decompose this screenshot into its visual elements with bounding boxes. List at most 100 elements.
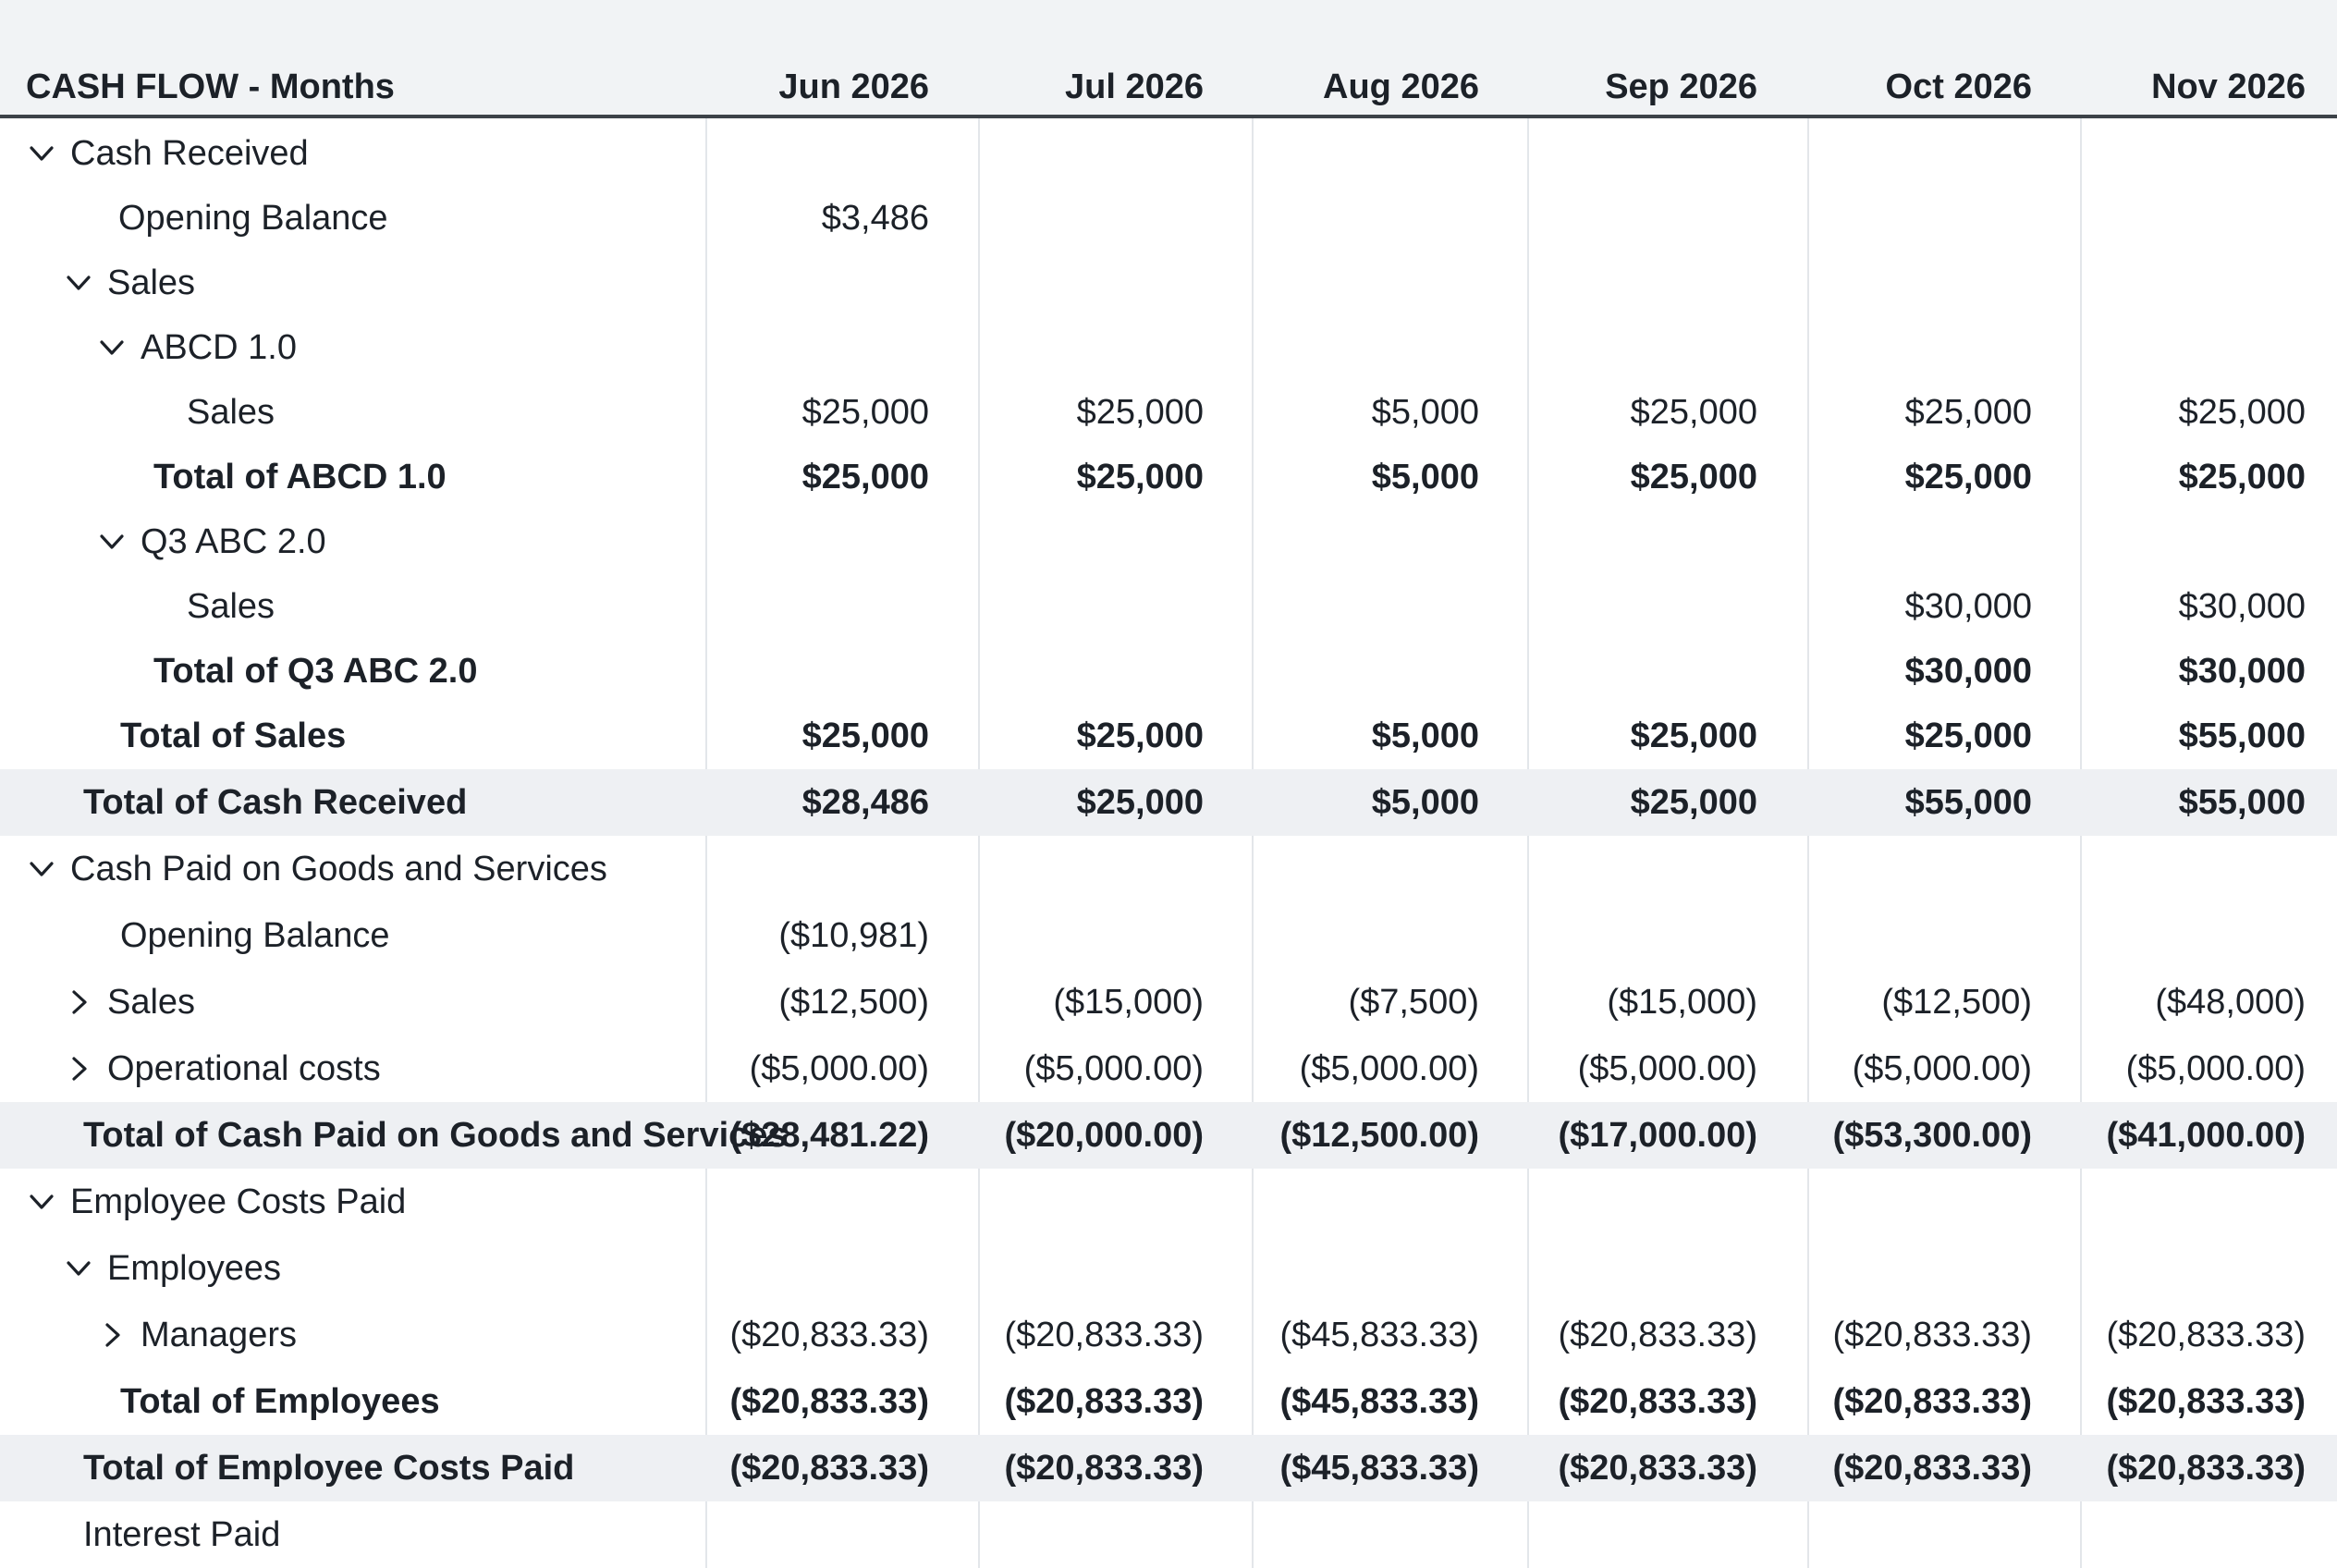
row-label: Opening Balance — [118, 185, 388, 251]
cell-aug-2026[interactable]: ($12,500.00) — [1279, 1116, 1480, 1155]
cell-nov-2026[interactable]: $25,000 — [2178, 393, 2306, 432]
row-label[interactable]: Sales — [63, 250, 195, 316]
cell-sep-2026[interactable]: ($20,833.33) — [1558, 1449, 1758, 1488]
cell-oct-2026[interactable]: ($53,300.00) — [1832, 1116, 2033, 1155]
cell-nov-2026[interactable]: ($20,833.33) — [2106, 1382, 2306, 1421]
cell-jul-2026[interactable]: ($20,000.00) — [1004, 1116, 1205, 1155]
table-row-sales: Sales — [0, 250, 2337, 316]
chevron-right-icon[interactable] — [63, 986, 94, 1018]
row-label[interactable]: Employee Costs Paid — [26, 1169, 406, 1235]
row-label[interactable]: Employees — [63, 1235, 281, 1302]
chevron-down-icon[interactable] — [96, 332, 128, 363]
cell-oct-2026[interactable]: ($12,500) — [1881, 983, 2032, 1022]
cell-aug-2026[interactable]: ($45,833.33) — [1279, 1316, 1480, 1354]
row-label[interactable]: Managers — [96, 1302, 297, 1368]
cell-nov-2026[interactable]: $25,000 — [2178, 458, 2306, 496]
chevron-right-icon[interactable] — [63, 1053, 94, 1084]
row-label-text: Opening Balance — [118, 199, 388, 238]
cell-jul-2026[interactable]: ($20,833.33) — [1004, 1316, 1205, 1354]
row-label-text: Q3 ABC 2.0 — [141, 522, 326, 561]
cell-oct-2026[interactable]: $25,000 — [1904, 717, 2032, 755]
cell-jul-2026[interactable]: $25,000 — [1076, 783, 1204, 822]
cell-aug-2026[interactable]: $5,000 — [1371, 717, 1479, 755]
column-header-sep-2026[interactable]: Sep 2026 — [1605, 67, 1757, 106]
column-header-jun-2026[interactable]: Jun 2026 — [778, 67, 929, 106]
column-header-jul-2026[interactable]: Jul 2026 — [1065, 67, 1204, 106]
cell-nov-2026[interactable]: $55,000 — [2178, 783, 2306, 822]
chevron-down-icon[interactable] — [63, 267, 94, 299]
cell-jul-2026[interactable]: ($20,833.33) — [1004, 1449, 1205, 1488]
cell-nov-2026[interactable]: $55,000 — [2178, 717, 2306, 755]
cell-jul-2026[interactable]: ($5,000.00) — [1023, 1049, 1204, 1088]
cell-sep-2026[interactable]: $25,000 — [1630, 717, 1757, 755]
cell-jul-2026[interactable]: ($20,833.33) — [1004, 1382, 1205, 1421]
cell-sep-2026[interactable]: $25,000 — [1630, 458, 1757, 496]
chevron-right-icon[interactable] — [96, 1319, 128, 1351]
cell-jun-2026[interactable]: ($20,833.33) — [729, 1382, 930, 1421]
column-header-aug-2026[interactable]: Aug 2026 — [1323, 67, 1479, 106]
cell-jun-2026[interactable]: $3,486 — [821, 199, 929, 238]
cell-aug-2026[interactable]: ($45,833.33) — [1279, 1382, 1480, 1421]
cell-sep-2026[interactable]: ($15,000) — [1607, 983, 1757, 1022]
cell-jul-2026[interactable]: $25,000 — [1076, 458, 1204, 496]
row-label[interactable]: Operational costs — [63, 1035, 381, 1102]
table-row-cash-received: Cash Received — [0, 120, 2337, 187]
cell-jun-2026[interactable]: $25,000 — [801, 458, 929, 496]
row-label: Total of Q3 ABC 2.0 — [153, 638, 477, 704]
cell-sep-2026[interactable]: $25,000 — [1630, 393, 1757, 432]
cell-oct-2026[interactable]: $25,000 — [1904, 393, 2032, 432]
row-label[interactable]: Sales — [63, 969, 195, 1035]
cell-jun-2026[interactable]: ($5,000.00) — [749, 1049, 929, 1088]
cell-aug-2026[interactable]: $5,000 — [1371, 393, 1479, 432]
cell-nov-2026[interactable]: ($20,833.33) — [2106, 1449, 2306, 1488]
cell-oct-2026[interactable]: $30,000 — [1904, 587, 2032, 626]
cell-sep-2026[interactable]: ($17,000.00) — [1558, 1116, 1758, 1155]
row-label[interactable]: ABCD 1.0 — [96, 314, 297, 381]
cell-jun-2026[interactable]: ($20,833.33) — [729, 1449, 930, 1488]
cell-sep-2026[interactable]: ($20,833.33) — [1558, 1316, 1758, 1354]
cell-aug-2026[interactable]: $5,000 — [1371, 783, 1479, 822]
cell-aug-2026[interactable]: $5,000 — [1371, 458, 1479, 496]
cell-nov-2026[interactable]: ($41,000.00) — [2106, 1116, 2306, 1155]
column-header-nov-2026[interactable]: Nov 2026 — [2151, 67, 2306, 106]
cell-jun-2026[interactable]: $25,000 — [801, 717, 929, 755]
cell-jul-2026[interactable]: $25,000 — [1076, 717, 1204, 755]
chevron-down-icon[interactable] — [96, 526, 128, 557]
chevron-down-icon[interactable] — [26, 853, 57, 885]
cell-sep-2026[interactable]: ($20,833.33) — [1558, 1382, 1758, 1421]
cell-nov-2026[interactable]: ($48,000) — [2155, 983, 2306, 1022]
cell-oct-2026[interactable]: ($5,000.00) — [1852, 1049, 2032, 1088]
cell-jun-2026[interactable]: ($12,500) — [778, 983, 929, 1022]
chevron-down-icon[interactable] — [26, 1186, 57, 1218]
cell-jun-2026[interactable]: ($10,981) — [778, 916, 929, 955]
row-label[interactable]: Cash Paid on Goods and Services — [26, 836, 607, 902]
chevron-down-icon[interactable] — [26, 138, 57, 169]
row-label[interactable]: Q3 ABC 2.0 — [96, 508, 326, 575]
cell-oct-2026[interactable]: $30,000 — [1904, 652, 2032, 691]
cell-jun-2026[interactable]: $25,000 — [801, 393, 929, 432]
cell-jun-2026[interactable]: $28,486 — [801, 783, 929, 822]
row-label: Total of Employee Costs Paid — [83, 1435, 574, 1501]
cell-aug-2026[interactable]: ($5,000.00) — [1299, 1049, 1479, 1088]
cell-sep-2026[interactable]: ($5,000.00) — [1577, 1049, 1757, 1088]
cell-jun-2026[interactable]: ($28,481.22) — [729, 1116, 930, 1155]
cell-jul-2026[interactable]: $25,000 — [1076, 393, 1204, 432]
cell-nov-2026[interactable]: ($20,833.33) — [2106, 1316, 2306, 1354]
cell-nov-2026[interactable]: ($5,000.00) — [2125, 1049, 2306, 1088]
chevron-down-icon[interactable] — [63, 1253, 94, 1284]
cell-aug-2026[interactable]: ($45,833.33) — [1279, 1449, 1480, 1488]
cell-oct-2026[interactable]: ($20,833.33) — [1832, 1382, 2033, 1421]
column-header-oct-2026[interactable]: Oct 2026 — [1885, 67, 2032, 106]
cell-sep-2026[interactable]: $25,000 — [1630, 783, 1757, 822]
cell-nov-2026[interactable]: $30,000 — [2178, 652, 2306, 691]
table-row-abcd-sales: Sales $25,000 $25,000 $5,000 $25,000 $25,000 $… — [0, 379, 2337, 446]
cell-jul-2026[interactable]: ($15,000) — [1053, 983, 1204, 1022]
cell-jun-2026[interactable]: ($20,833.33) — [729, 1316, 930, 1354]
cell-oct-2026[interactable]: ($20,833.33) — [1832, 1449, 2033, 1488]
row-label[interactable]: Cash Received — [26, 120, 309, 187]
cell-aug-2026[interactable]: ($7,500) — [1348, 983, 1479, 1022]
cell-oct-2026[interactable]: $25,000 — [1904, 458, 2032, 496]
cell-oct-2026[interactable]: $55,000 — [1904, 783, 2032, 822]
cell-nov-2026[interactable]: $30,000 — [2178, 587, 2306, 626]
cell-oct-2026[interactable]: ($20,833.33) — [1832, 1316, 2033, 1354]
